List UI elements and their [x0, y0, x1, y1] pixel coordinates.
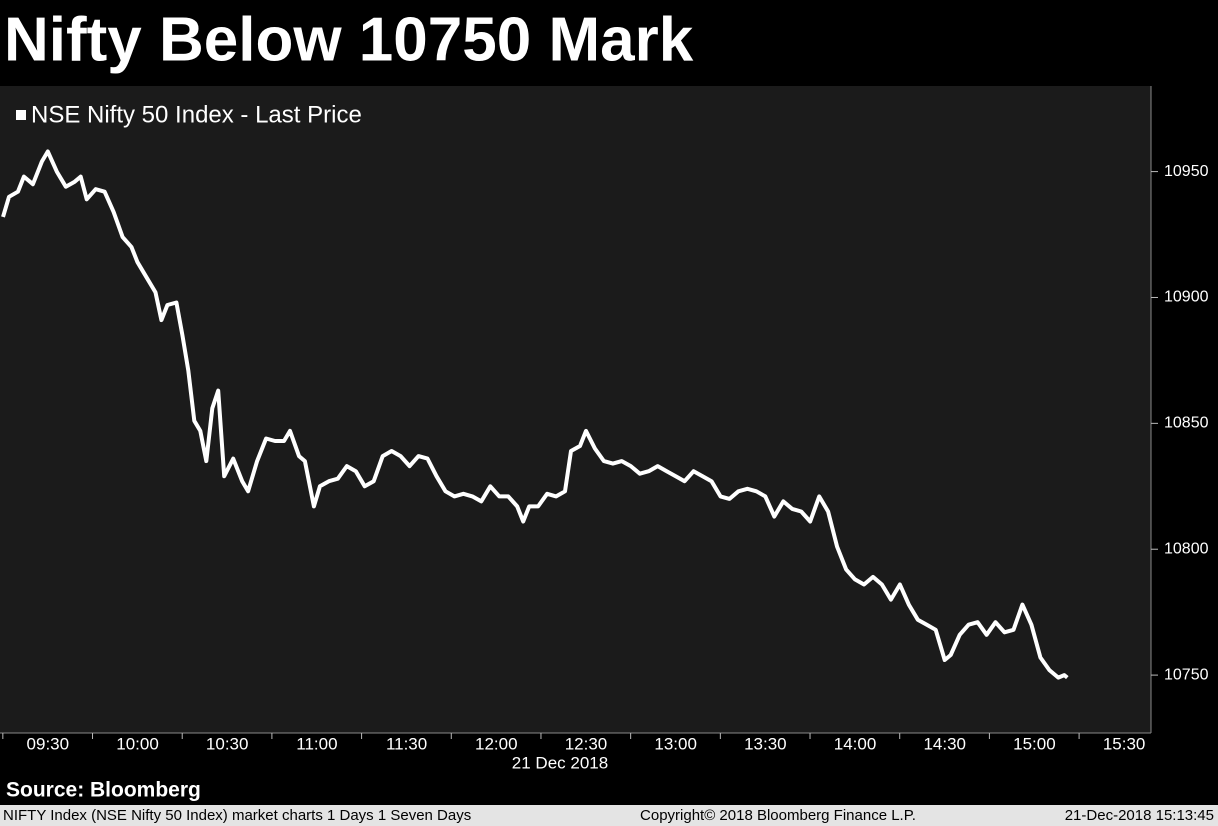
x-tick-label: 10:00: [116, 734, 159, 753]
legend-label: NSE Nifty 50 Index - Last Price: [31, 101, 362, 128]
y-tick-label: 10950: [1164, 163, 1209, 180]
source: Source: Bloomberg: [6, 779, 201, 802]
price-line: [1, 149, 1069, 680]
y-tick-label: 10900: [1164, 289, 1209, 306]
x-tick-label: 09:30: [27, 734, 70, 753]
plot-area: [0, 86, 1151, 733]
legend-swatch: [16, 110, 26, 120]
footer-bar: [0, 805, 1218, 826]
x-tick-label: 12:00: [475, 734, 518, 753]
y-tick-label: 10750: [1164, 666, 1209, 683]
x-tick-label: 10:30: [206, 734, 249, 753]
footer-left: NIFTY Index (NSE Nifty 50 Index) market …: [3, 807, 471, 824]
x-tick-label: 11:00: [296, 734, 337, 753]
x-tick-label: 14:00: [834, 734, 877, 753]
x-tick-label: 15:00: [1013, 734, 1056, 753]
y-tick-label: 10850: [1164, 415, 1209, 432]
x-axis-label: 21 Dec 2018: [512, 753, 608, 772]
footer-right: 21-Dec-2018 15:13:45: [1065, 807, 1214, 824]
x-tick-label: 15:30: [1103, 734, 1146, 753]
x-tick-label: 13:00: [654, 734, 697, 753]
x-tick-label: 12:30: [565, 734, 608, 753]
x-tick-label: 11:30: [386, 734, 427, 753]
y-tick-label: 10800: [1164, 540, 1209, 557]
footer-center: Copyright© 2018 Bloomberg Finance L.P.: [640, 807, 916, 824]
chart-title: Nifty Below 10750 Mark: [4, 5, 694, 74]
x-tick-label: 13:30: [744, 734, 787, 753]
x-tick-label: 14:30: [923, 734, 966, 753]
